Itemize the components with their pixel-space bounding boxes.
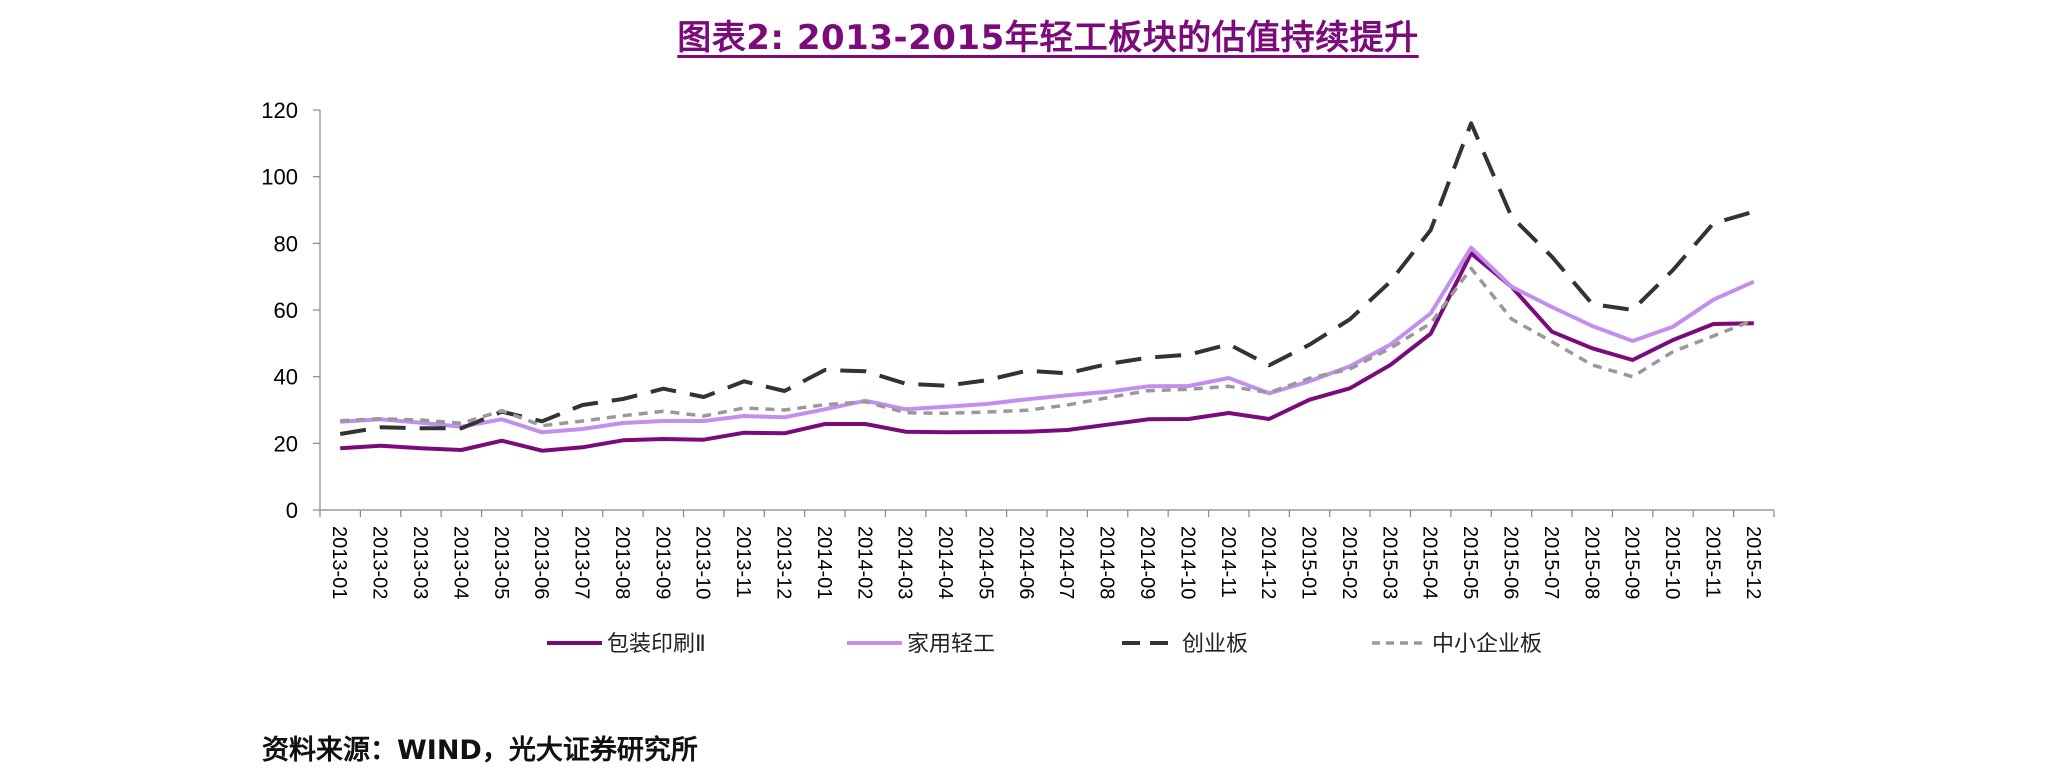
x-tick-label: 2013-02 [369, 526, 391, 599]
x-tick-label: 2014-02 [853, 526, 875, 599]
x-tick-label: 2013-09 [651, 526, 673, 599]
series-line [339, 121, 1755, 436]
x-tick-label: 2015-03 [1378, 526, 1400, 599]
x-tick-label: 2015-11 [1701, 526, 1723, 598]
x-tick-label: 2015-07 [1540, 526, 1562, 599]
series-lines [339, 121, 1755, 453]
x-tick-label: 2014-10 [1176, 526, 1198, 599]
x-tick-label: 2013-07 [571, 526, 593, 599]
x-tick-label: 2013-12 [772, 526, 794, 599]
x-tick-label: 2013-08 [611, 526, 633, 599]
y-tick-label: 0 [286, 498, 298, 523]
chart-title: 图表2: 2013-2015年轻工板块的估值持续提升 [677, 18, 1419, 58]
x-tick-label: 2013-11 [732, 526, 754, 598]
legend-label: 包装印刷Ⅱ [607, 632, 706, 657]
x-tick-label: 2014-07 [1055, 526, 1077, 599]
series-line [340, 245, 1755, 435]
series-line [340, 251, 1754, 453]
x-tick-label: 2014-05 [974, 526, 996, 599]
y-tick-label: 40 [274, 365, 298, 390]
x-tick-label: 2015-05 [1459, 526, 1481, 599]
x-tick-label: 2015-06 [1499, 526, 1521, 599]
x-tick-label: 2014-03 [894, 526, 916, 599]
y-tick-label: 20 [274, 431, 298, 456]
x-tick-label: 2015-10 [1661, 526, 1683, 599]
x-tick-label: 2014-12 [1257, 526, 1279, 599]
y-axis-ticks: 0 20 40 60 80 100 120 [261, 98, 320, 523]
x-tick-label: 2013-06 [530, 526, 552, 599]
x-tick-label: 2015-02 [1338, 526, 1360, 599]
x-tick-label: 2014-08 [1096, 526, 1118, 599]
x-tick-label: 2015-12 [1742, 526, 1764, 599]
x-tick-label: 2014-06 [1015, 526, 1037, 599]
y-tick-label: 120 [261, 98, 298, 123]
y-tick-label: 100 [261, 165, 298, 190]
x-tick-label: 2015-09 [1621, 526, 1643, 599]
legend-label: 家用轻工 [907, 632, 995, 657]
x-tick-label: 2015-04 [1419, 526, 1441, 599]
series-line [340, 266, 1755, 428]
x-tick-label: 2014-09 [1136, 526, 1158, 599]
x-tick-label: 2015-01 [1298, 526, 1320, 599]
legend-label: 创业板 [1182, 632, 1248, 657]
x-tick-label: 2013-01 [328, 526, 350, 599]
x-tick-label: 2013-10 [692, 526, 714, 599]
x-tick-label: 2013-03 [409, 526, 431, 599]
x-tick-label: 2013-05 [490, 526, 512, 599]
legend: 包装印刷Ⅱ 家用轻工 创业板 中小企业板 [547, 632, 1542, 657]
x-tick-label: 2014-01 [813, 526, 835, 599]
x-tick-label: 2014-04 [934, 526, 956, 599]
x-tick-label: 2015-08 [1580, 526, 1602, 599]
legend-label: 中小企业板 [1432, 632, 1542, 657]
x-axis-ticks: 2013-01 2013-02 2013-03 2013-04 2013-05 2013-… [319, 510, 1775, 599]
x-tick-label: 2013-04 [449, 526, 471, 599]
x-tick-label: 2014-11 [1217, 526, 1239, 598]
source-note: 资料来源：WIND，光大证券研究所 [262, 735, 698, 766]
y-tick-label: 60 [274, 298, 298, 323]
y-tick-label: 80 [274, 231, 298, 256]
